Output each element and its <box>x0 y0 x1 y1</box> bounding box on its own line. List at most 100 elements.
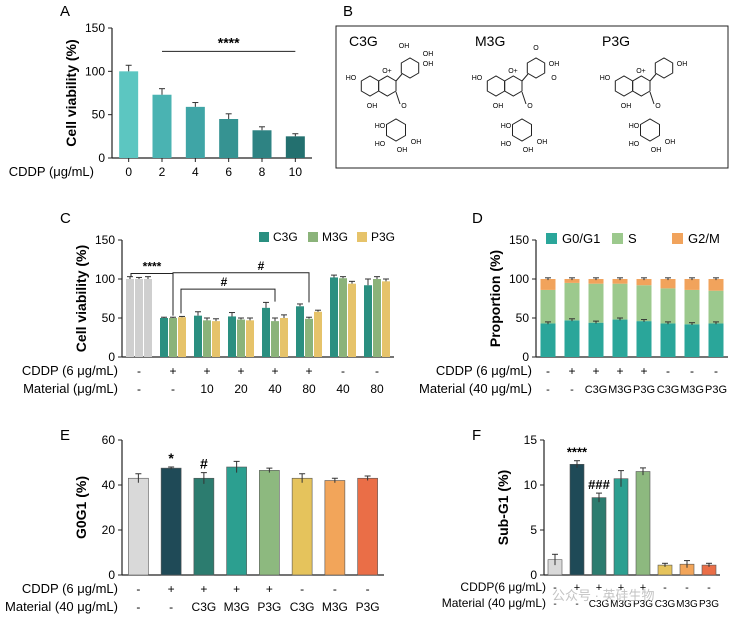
panel-e-ytick-label: 60 <box>102 433 116 447</box>
panel-letter-c: C <box>60 210 71 227</box>
panel-d-material-cell: M3G <box>608 384 632 396</box>
panel-d-bar-segment <box>564 320 580 357</box>
panel-c-bracket <box>180 288 276 314</box>
panel-f-material-cell: P3G <box>699 599 719 610</box>
panel-d-bar-segment <box>660 288 676 324</box>
structure-ring <box>526 57 546 79</box>
panel-f-ytick-label: 10 <box>524 478 538 492</box>
structure-atom-label: HO <box>600 75 611 82</box>
panel-d-legend-label: S <box>628 231 637 246</box>
panel-e-row-label-material: Material (40 μg/mL) <box>5 599 118 614</box>
panel-c-bar <box>126 279 134 357</box>
panel-c-material-cell: 20 <box>234 382 248 396</box>
structure-atom-label: O+ <box>508 68 518 75</box>
panel-a-xtick-label: 8 <box>259 165 266 179</box>
panel-c-bar <box>330 277 338 357</box>
structure-bond <box>521 91 527 105</box>
panel-e-cddp-cell: - <box>136 582 140 596</box>
panel-e-cddp-cell: - <box>300 582 304 596</box>
panel-d-cddp-cell: + <box>568 364 575 378</box>
watermark-text: 公众号 · 英硅生物 <box>552 588 655 603</box>
panel-e-bar <box>357 477 378 576</box>
panel-c-material-cell: - <box>137 382 141 396</box>
panel-d-bar-segment <box>612 279 628 284</box>
panel-d-bar-segment <box>564 279 580 283</box>
structure-atom-label: O <box>655 103 661 110</box>
panel-a-xtick-label: 4 <box>192 165 199 179</box>
structure-bond <box>395 91 401 105</box>
panel-e-bar <box>193 477 215 576</box>
panel-d-bar-segment <box>660 323 676 357</box>
panel-d-material-cell: P3G <box>633 384 655 396</box>
structure-atom-label: OH <box>367 103 378 110</box>
panel-f-cddp-cell: - <box>707 582 711 594</box>
panel-e-cddp-cell: + <box>266 582 273 596</box>
panel-e-material-cell: P3G <box>356 600 380 614</box>
panel-f-ytick-label: 0 <box>530 568 537 582</box>
panel-d-bar-segment <box>636 321 652 357</box>
panel-e-cddp-cell: + <box>200 582 207 596</box>
panel-c-bracket <box>172 272 310 311</box>
panel-c-chart: 0 50 100 150 Cell viability (%) - - + - +10 +20 +40… <box>22 230 395 396</box>
panel-d-bar-segment <box>708 323 724 357</box>
structure-ring <box>400 57 420 79</box>
panel-a-ytick-label: 150 <box>85 21 105 35</box>
panel-a-chart: 0 50 100 150 Cell viability (%) 0 2 4 6 8 10 CDDP (… <box>9 21 312 179</box>
panel-c-legend-swatch <box>308 232 318 242</box>
structure-atom-label: HO <box>375 123 386 130</box>
panel-d-ylabel: Proportion (%) <box>487 250 503 347</box>
panel-e-material-cell: - <box>169 600 173 614</box>
structure-atom-label: HO <box>375 141 386 148</box>
panel-c-legend-swatch <box>357 232 367 242</box>
structure-frame <box>335 25 729 169</box>
panel-c-bar <box>169 318 177 357</box>
panel-d-bar-segment <box>588 283 604 323</box>
structure-atom-label: HO <box>629 141 640 148</box>
panel-a-bar <box>119 71 139 158</box>
panel-c-bar <box>305 318 313 357</box>
panel-f-cddp-cell: - <box>685 582 689 594</box>
panel-d-cddp-cell: - <box>690 364 694 378</box>
panel-e-ytick-label: 20 <box>102 523 116 537</box>
panel-d-bar-segment <box>708 279 724 291</box>
panel-d-legend-label: G0/G1 <box>562 231 600 246</box>
panel-c-material-cell: 80 <box>302 382 316 396</box>
panel-e-cddp-cell: + <box>233 582 240 596</box>
structure-atom-label: O+ <box>636 68 646 75</box>
panel-e-sig-label: * <box>168 450 174 466</box>
structure-bond <box>649 91 655 105</box>
structure-bond <box>521 73 529 82</box>
structure-atom-label: O <box>533 45 539 52</box>
panel-f-material-cell: M3G <box>676 599 698 610</box>
panel-c-bar <box>280 318 288 357</box>
panel-a-bar <box>285 136 305 158</box>
panel-e-cddp-cell: - <box>366 582 370 596</box>
panel-c-sig-label: # <box>221 275 228 289</box>
panel-c-bar <box>135 279 143 357</box>
panel-c-sig-label: # <box>258 259 265 273</box>
panel-c-bar <box>194 315 202 357</box>
panel-c-cddp-cell: - <box>341 364 345 378</box>
panel-c-bar <box>228 316 236 357</box>
panel-f-bar <box>569 463 585 576</box>
structure-atom-label: O <box>551 75 557 82</box>
panel-e-material-cell: M3G <box>224 600 250 614</box>
structure-atom-label: HO <box>501 123 512 130</box>
panel-f-material-cell: C3G <box>589 599 610 610</box>
panel-e-bar <box>259 470 280 576</box>
panel-d-material-cell: C3G <box>585 384 608 396</box>
structure-atom-label: OH <box>665 139 676 146</box>
structure-atom-label: OH <box>399 43 410 50</box>
panel-c-cddp-cell: + <box>305 364 312 378</box>
structure-atom-label: HO <box>472 75 483 82</box>
panel-a-xtick-label: 2 <box>159 165 166 179</box>
panel-d-row-label-cddp: CDDP (6 μg/mL) <box>436 363 532 378</box>
panel-f-ytick-label: 15 <box>524 433 538 447</box>
panel-d-cddp-cell: - <box>546 364 550 378</box>
panel-f-cddp-cell: + <box>596 582 602 594</box>
panel-f-material-cell: C3G <box>655 599 676 610</box>
panel-e-material-cell: - <box>136 600 140 614</box>
panel-c-cddp-cell: - <box>137 364 141 378</box>
panel-f-material-cell: M3G <box>610 599 632 610</box>
